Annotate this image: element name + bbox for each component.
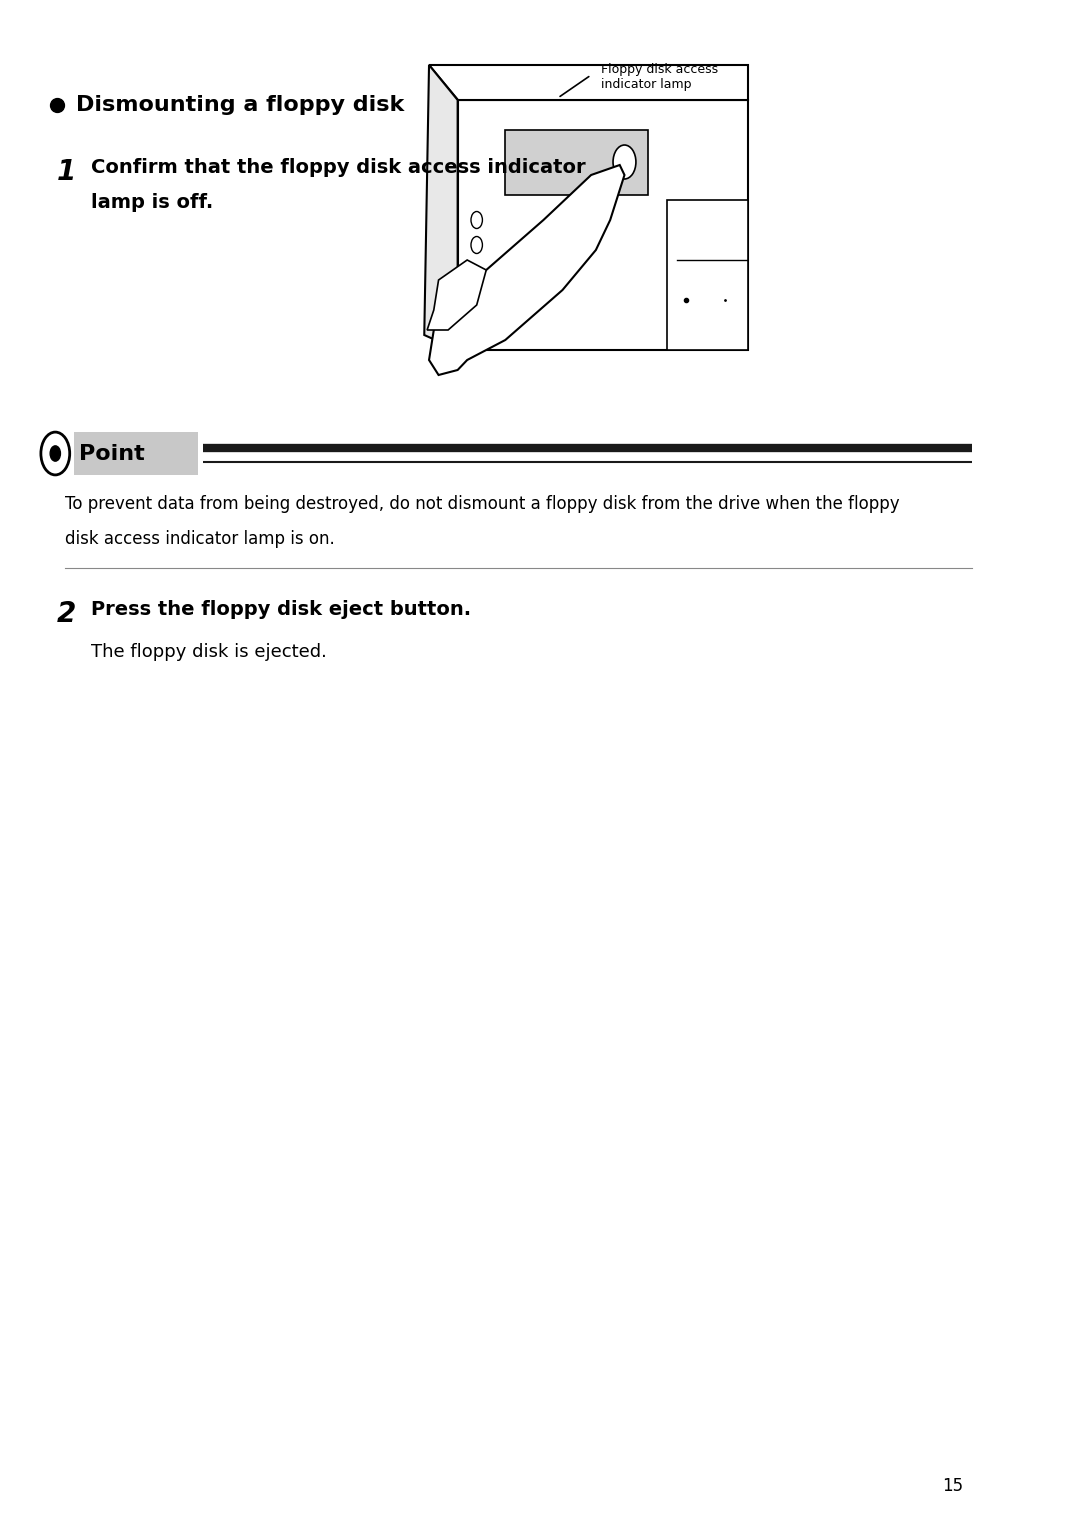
Polygon shape: [427, 260, 486, 330]
Circle shape: [50, 446, 60, 462]
Text: 2: 2: [57, 599, 77, 628]
Text: Floppy disk access
indicator lamp: Floppy disk access indicator lamp: [600, 63, 718, 92]
Text: 1: 1: [57, 157, 77, 187]
Text: 15: 15: [942, 1477, 963, 1495]
Text: Point: Point: [79, 443, 145, 463]
Polygon shape: [667, 200, 748, 350]
FancyBboxPatch shape: [75, 433, 199, 476]
Polygon shape: [429, 66, 748, 99]
Polygon shape: [429, 165, 624, 375]
Text: To prevent data from being destroyed, do not dismount a floppy disk from the dri: To prevent data from being destroyed, do…: [65, 495, 900, 514]
Text: The floppy disk is ejected.: The floppy disk is ejected.: [91, 644, 326, 661]
Text: disk access indicator lamp is on.: disk access indicator lamp is on.: [65, 531, 335, 547]
Polygon shape: [505, 130, 648, 196]
Text: Press the floppy disk eject button.: Press the floppy disk eject button.: [91, 599, 471, 619]
Polygon shape: [458, 99, 748, 350]
Text: Dismounting a floppy disk: Dismounting a floppy disk: [77, 95, 405, 115]
Text: Confirm that the floppy disk access indicator: Confirm that the floppy disk access indi…: [91, 157, 585, 177]
Text: lamp is off.: lamp is off.: [91, 193, 213, 213]
Circle shape: [613, 145, 636, 179]
Polygon shape: [424, 66, 458, 350]
